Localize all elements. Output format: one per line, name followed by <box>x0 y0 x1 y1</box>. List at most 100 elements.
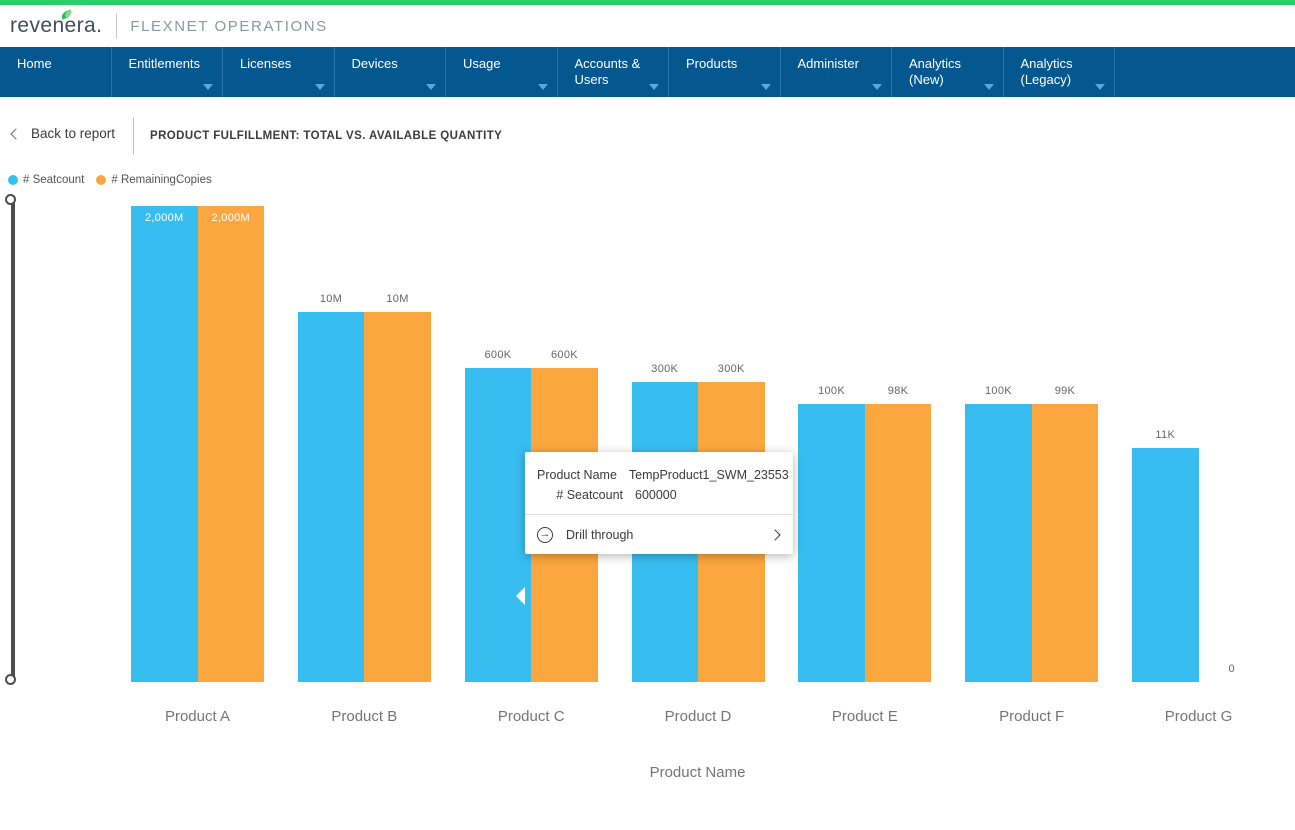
nav-tab-label: Home <box>17 56 52 71</box>
bar-remainingcopies-product-e[interactable]: 98K <box>864 385 932 682</box>
bar-seatcount-product-a[interactable]: 2,000M <box>131 206 198 682</box>
main-nav: Home Entitlements Licenses Devices Usage Acco… <box>0 47 1295 97</box>
nav-tab-label: Devices <box>351 56 398 71</box>
x-axis-label-product-e: Product E <box>831 708 898 725</box>
dropdown-caret-icon <box>426 84 436 90</box>
legend-label: # Seatcount <box>23 174 85 186</box>
dropdown-caret-icon <box>983 84 994 90</box>
tooltip-pointer <box>516 587 525 605</box>
brand-accent-bar <box>0 0 1295 5</box>
bar-group-product-g: 11K 0 <box>1132 0 1265 682</box>
drill-through-label: Drill through <box>566 527 634 542</box>
bar-group-product-c: 600K 600K <box>464 0 598 682</box>
nav-tab-label: Entitlements <box>128 56 201 71</box>
chevron-right-icon <box>769 528 781 541</box>
chart-legend: # Seatcount # RemainingCopies <box>8 174 212 186</box>
bar-seatcount-product-c[interactable]: 600K <box>464 349 532 682</box>
nav-tab-label: Accounts & Users <box>574 56 641 87</box>
back-to-report-label: Back to report <box>31 126 116 141</box>
bar-value-label: 0 <box>1228 663 1235 675</box>
bar-group-product-f: 100K 99K <box>965 0 1099 682</box>
nav-tab-home[interactable]: Home <box>0 47 112 97</box>
legend-item-seatcount[interactable]: # Seatcount <box>8 174 84 186</box>
nav-tab-accounts-users[interactable]: Accounts & Users <box>558 47 669 97</box>
tooltip-row-value: TempProduct1_SWM_23553 <box>628 468 789 482</box>
bar-remainingcopies-product-a[interactable]: 2,000M <box>197 206 264 682</box>
x-axis-label-product-f: Product F <box>999 708 1065 725</box>
tooltip-divider <box>525 514 793 515</box>
nav-tab-label: Analytics (Legacy) <box>1020 56 1073 87</box>
tooltip-row-value: 600000 <box>635 488 677 502</box>
bar-value-label: 600K <box>484 349 512 361</box>
bar-value-label: 100K <box>818 384 845 397</box>
bar-group-product-d: 300K 300K <box>631 0 765 682</box>
dropdown-caret-icon <box>649 84 659 90</box>
legend-dot <box>96 175 107 185</box>
bar-group-product-a: 2,000M 2,000M <box>131 0 264 682</box>
app-title: FLEXNET OPERATIONS <box>130 17 328 35</box>
legend-item-remainingcopies[interactable]: # RemainingCopies <box>96 174 212 186</box>
nav-tab-label: Usage <box>463 56 501 71</box>
chart-zoom-slider-track[interactable] <box>11 202 15 682</box>
bar-value-label: 10M <box>386 292 409 305</box>
nav-tab-label: Products <box>686 56 738 71</box>
nav-tab-devices[interactable]: Devices <box>335 47 446 97</box>
bar-value-label: 2,000M <box>211 212 250 224</box>
nav-tab-label: Analytics (New) <box>909 56 962 87</box>
bar-value-label: 11K <box>1155 428 1176 441</box>
nav-tab-label: Administer <box>797 56 859 71</box>
dropdown-caret-icon <box>314 84 325 90</box>
nav-tab-licenses[interactable]: Licenses <box>223 47 335 97</box>
x-axis-label-product-b: Product B <box>331 708 398 725</box>
legend-label: # RemainingCopies <box>111 174 212 186</box>
revenera-logo-text: revenera. <box>10 14 103 37</box>
bar-seatcount-product-g[interactable]: 11K <box>1132 429 1199 682</box>
dropdown-caret-icon <box>760 84 771 90</box>
nav-tab-analytics-new[interactable]: Analytics (New) <box>892 47 1004 97</box>
bar-value-label: 99K <box>1054 385 1076 397</box>
tooltip-row: # Seatcount 600000 <box>537 485 779 505</box>
bar-value-label: 10M <box>319 292 343 305</box>
x-axis-label-product-g: Product G <box>1164 708 1233 725</box>
drill-through-icon: → <box>537 526 553 543</box>
brand-divider <box>116 13 118 39</box>
slider-handle-top[interactable] <box>5 194 16 205</box>
x-axis-label-product-d: Product D <box>664 708 732 725</box>
bar-value-label: 98K <box>887 385 909 398</box>
brand-bar: revenera. FLEXNET OPERATIONS <box>0 5 1295 47</box>
bar-seatcount-product-f[interactable]: 100K <box>965 385 1032 682</box>
bar-value-label: 600K <box>550 349 578 361</box>
drill-through-button[interactable]: → Drill through <box>516 515 793 605</box>
chart-tooltip: Product Name TempProduct1_SWM_23553 # Seat… <box>516 452 793 605</box>
bar-remainingcopies-product-b[interactable]: 10M <box>364 293 431 682</box>
bar-group-product-b: 10M 10M <box>297 0 431 682</box>
nav-tab-products[interactable]: Products <box>669 47 781 97</box>
bar-seatcount-product-b[interactable]: 10M <box>297 293 365 682</box>
x-axis-label-product-c: Product C <box>497 708 565 725</box>
dropdown-caret-icon <box>203 84 213 90</box>
nav-tab-administer[interactable]: Administer <box>781 47 892 97</box>
nav-tab-entitlements[interactable]: Entitlements <box>112 47 223 97</box>
tooltip-row-label: Product Name <box>537 468 617 482</box>
revenera-logo: revenera. <box>10 9 103 38</box>
bars-layer: 2,000M 2,000M 10M 10M 600K 600K 300K 300K 100K 98… <box>131 0 1265 682</box>
bar-value-label: 2,000M <box>145 212 184 224</box>
nav-tab-label: Licenses <box>240 56 292 71</box>
bar-value-label: 100K <box>984 384 1012 397</box>
back-to-report-link[interactable]: Back to report <box>10 126 116 141</box>
x-axis-label-product-a: Product A <box>164 708 231 725</box>
dropdown-caret-icon <box>1095 84 1105 90</box>
nav-tab-analytics-legacy[interactable]: Analytics (Legacy) <box>1004 47 1115 97</box>
tooltip-row-label: # Seatcount <box>556 488 623 502</box>
tooltip-body: Product Name TempProduct1_SWM_23553 # Seat… <box>525 452 793 514</box>
dropdown-caret-icon <box>537 84 548 90</box>
bar-value-label: 300K <box>651 362 679 375</box>
nav-tab-usage[interactable]: Usage <box>446 47 558 97</box>
report-title: PRODUCT FULFILLMENT: TOTAL VS. AVAILABLE… <box>150 130 503 142</box>
report-bar-divider <box>133 117 134 155</box>
slider-handle-bottom[interactable] <box>5 674 16 685</box>
bar-remainingcopies-product-f[interactable]: 99K <box>1031 385 1099 682</box>
dropdown-caret-icon <box>872 84 882 90</box>
bar-seatcount-product-e[interactable]: 100K <box>798 385 865 682</box>
bar-group-product-e: 100K 98K <box>798 0 932 682</box>
